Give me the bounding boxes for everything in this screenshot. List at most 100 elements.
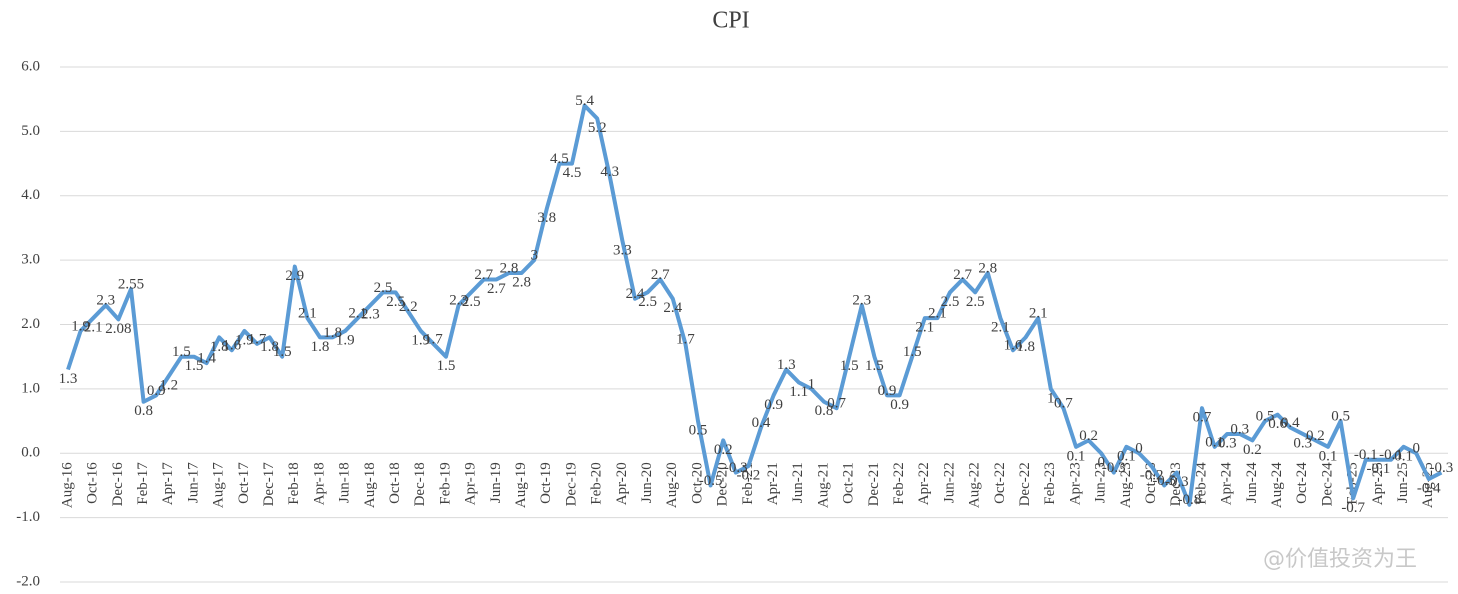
x-tick-label: Feb-18 [286,462,302,505]
data-label: 2.1 [928,306,947,322]
data-label: 0.1 [1319,448,1338,464]
x-tick-label: Feb-23 [1042,462,1058,505]
data-label: 0.7 [1054,396,1073,412]
data-label: 1.9 [235,332,254,348]
data-label: 1.1 [789,384,808,400]
x-tick-label: Dec-18 [412,462,428,506]
data-label: 0.1 [1117,448,1136,464]
data-label: 2.5 [966,294,985,310]
x-tick-label: Feb-22 [891,462,907,505]
x-tick-label: Aug-22 [967,462,983,508]
x-tick-label: Dec-16 [110,462,126,507]
x-tick-label: Jun-20 [639,462,655,503]
data-label: 1.3 [777,357,796,373]
x-tick-label: Oct-16 [85,462,101,504]
data-label: 0.9 [147,383,166,399]
data-label: 2.5 [374,280,393,296]
data-label: 1.5 [903,344,922,360]
data-label: -0.3 [1430,460,1454,476]
data-label: 0.7 [827,396,846,412]
data-label: -0.7 [1341,500,1365,516]
data-label: 1.4 [197,351,216,367]
data-label: 0.2 [1079,428,1098,444]
x-tick-label: Oct-18 [387,462,403,504]
data-label: 0.8 [815,403,834,419]
data-label: 4.3 [600,164,619,180]
data-label: 0.3 [1218,435,1237,451]
data-label: 1.9 [71,318,90,334]
data-label: 2.7 [651,267,670,283]
x-tick-label: Oct-22 [992,462,1008,504]
x-tick-label: Aug-23 [1118,462,1134,508]
data-label: 1.8 [1016,339,1035,355]
y-tick-label: -2.0 [16,573,40,589]
data-label: 2.3 [96,293,115,309]
data-label: 0.6 [1268,416,1287,432]
data-label: -0.3 [1165,474,1189,490]
watermark: @价值投资为王 [1263,547,1417,572]
data-label: 0.2 [714,442,733,458]
data-label: 0.9 [764,397,783,413]
x-tick-label: Dec-24 [1319,462,1335,507]
data-label: 1.8 [260,339,279,355]
x-tick-label: Feb-21 [740,462,756,505]
x-tick-label: Apr-23 [1067,462,1083,505]
data-label: 1.7 [676,331,695,347]
data-label: 2.5 [386,294,405,310]
data-label: 0.2 [1243,442,1262,458]
x-tick-label: Aug-24 [1269,462,1285,508]
data-label: 2.7 [953,267,972,283]
data-label: 1.3 [59,371,78,387]
data-label: 2.2 [399,299,418,315]
x-tick-label: Aug-19 [513,462,529,508]
data-label: 1 [808,376,816,392]
x-tick-label: Oct-17 [236,462,252,504]
x-tick-label: Apr-25 [1370,462,1386,505]
x-tick-label: Aug-18 [362,462,378,508]
y-tick-label: 6.0 [21,58,40,74]
x-tick-label: Feb-19 [437,462,453,505]
x-tick-label: Jun-17 [185,462,201,503]
y-tick-label: 3.0 [21,252,40,268]
data-label: -0.1 [1354,447,1378,463]
data-label: 2.5 [638,294,657,310]
data-label: -0.8 [1178,492,1202,508]
data-label: 0.3 [1293,435,1312,451]
x-tick-label: Apr-19 [463,462,479,505]
line [66,103,1443,507]
data-label: 0 [1097,455,1105,471]
data-label: 1.5 [437,358,456,374]
data-label: 1.5 [172,344,191,360]
data-label: 1.9 [336,332,355,348]
data-label: 2.08 [105,321,131,337]
data-label: -0.2 [1140,468,1164,484]
data-label: 0.5 [1256,409,1275,425]
data-label: 1.8 [323,325,342,341]
data-label: 2.1 [348,306,367,322]
data-label: 0.9 [878,383,897,399]
x-tick-label: Dec-17 [261,462,277,507]
x-tick-label: Dec-19 [563,462,579,506]
x-tick-label: Jun-18 [337,462,353,503]
data-label: 1.8 [210,339,229,355]
data-label: 1 [1047,390,1055,406]
data-label: 0 [1135,441,1143,457]
y-tick-label: -1.0 [16,509,40,525]
data-label: -0.2 [737,468,761,484]
data-label: 2.8 [512,274,531,290]
data-label: 2.8 [500,260,519,276]
data-label: 1.7 [248,331,267,347]
data-label: 0.4 [1281,415,1300,431]
data-label: 1.9 [411,332,430,348]
x-tick-label: Apr-22 [916,462,932,505]
data-label: 1.5 [865,358,884,374]
data-label: 0.9 [890,397,909,413]
data-label: -0.1 [1367,461,1391,477]
data-label: -0.5 [1152,473,1176,489]
data-label: 0 [1412,441,1420,457]
x-tick-label: Apr-21 [765,462,781,505]
x-tick-label: Jun-23 [1093,462,1109,503]
y-tick-label: 2.0 [21,316,40,332]
